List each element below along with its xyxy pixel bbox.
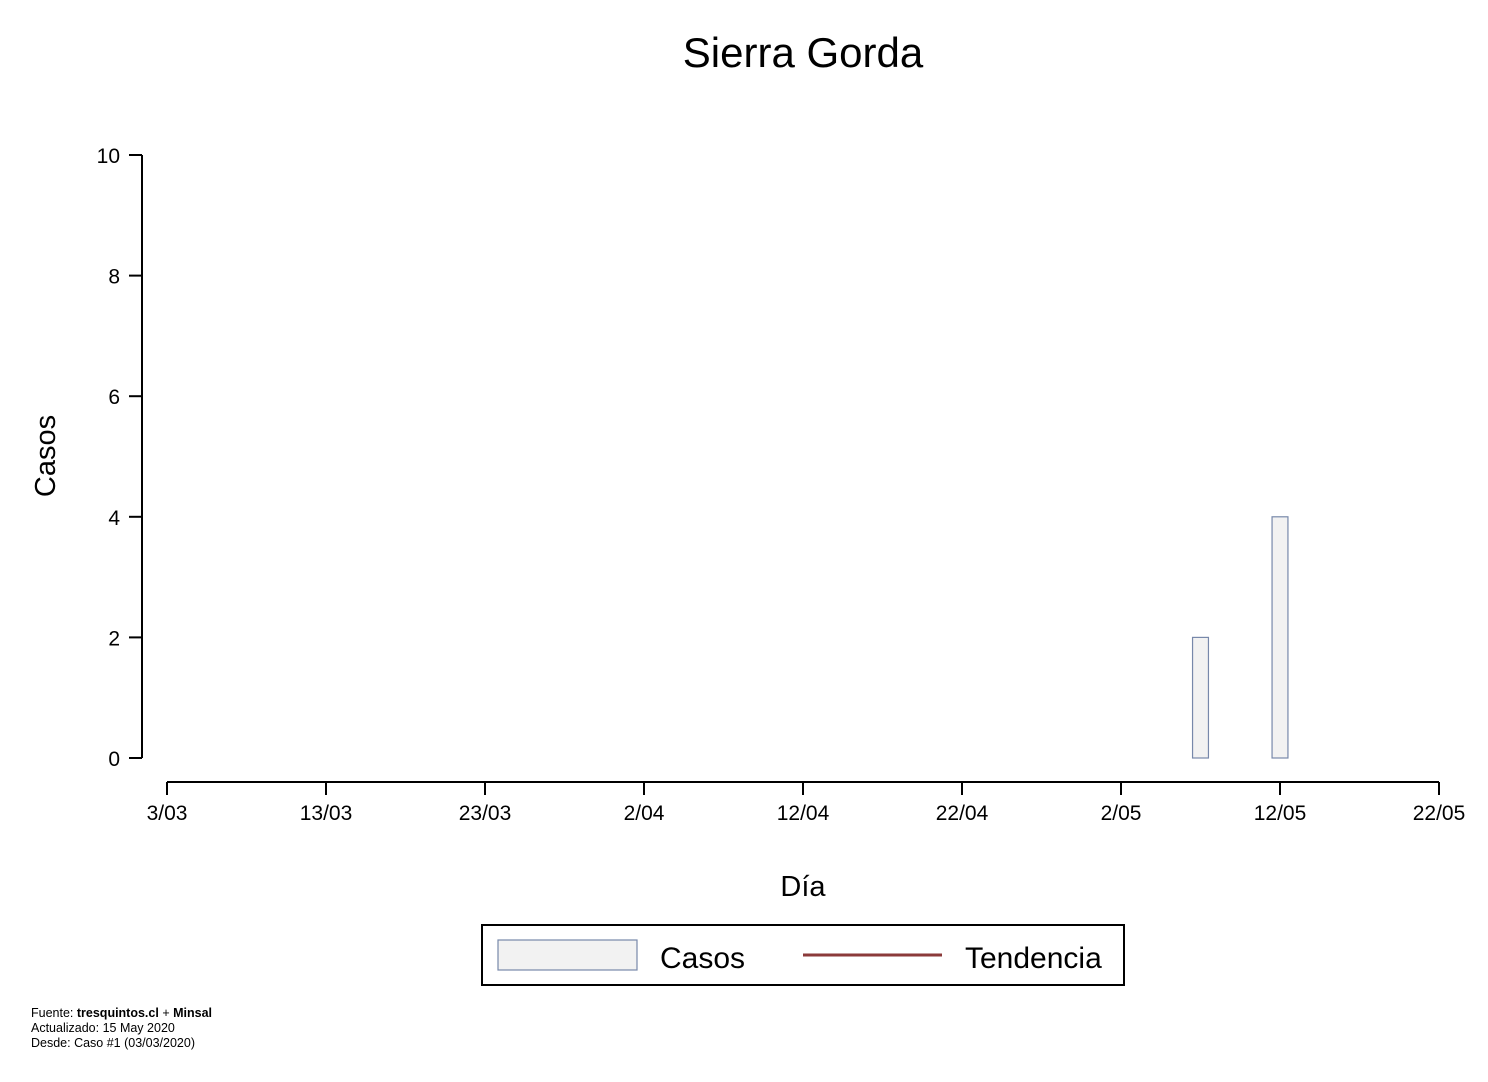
legend-swatch-casos xyxy=(497,939,638,971)
x-tick-label: 13/03 xyxy=(300,802,353,825)
bar-casos xyxy=(1191,636,1210,759)
x-tick-label: 2/04 xyxy=(624,802,665,825)
y-tick-label: 4 xyxy=(108,507,120,530)
source-link-tresquintos[interactable]: tresquintos.cl xyxy=(76,1006,159,1020)
legend: Casos Tendencia xyxy=(481,924,1125,986)
legend-label-casos: Casos xyxy=(660,942,745,975)
y-tick-label: 2 xyxy=(108,627,120,650)
x-axis: 3/03 13/03 23/03 2/04 12/04 22/04 2/05 12/05 22/… xyxy=(147,781,1466,825)
footer-updated: Actualizado: 15 May 2020 xyxy=(31,1021,175,1035)
legend-label-tendencia: Tendencia xyxy=(965,942,1102,975)
y-axis-label: Casos xyxy=(30,415,62,497)
x-tick-label: 12/04 xyxy=(777,802,830,825)
y-tick-label: 6 xyxy=(108,386,120,409)
y-axis: 0 2 4 6 8 10 xyxy=(97,145,143,771)
x-tick-label: 22/05 xyxy=(1413,802,1466,825)
chart-title: Sierra Gorda xyxy=(683,29,924,76)
x-axis-label: Día xyxy=(780,871,826,903)
x-tick-label: 22/04 xyxy=(936,802,989,825)
y-tick-label: 8 xyxy=(108,266,120,289)
footer-source: Fuente: tresquintos.cl + Minsal xyxy=(31,1006,212,1020)
x-tick-label: 3/03 xyxy=(147,802,188,825)
x-tick-label: 12/05 xyxy=(1254,802,1307,825)
x-tick-label: 23/03 xyxy=(459,802,512,825)
footer-since: Desde: Caso #1 (03/03/2020) xyxy=(31,1036,195,1050)
source-minsal: Minsal xyxy=(173,1006,212,1020)
bars xyxy=(1191,516,1289,759)
y-tick-label: 10 xyxy=(97,145,120,168)
x-tick-label: 2/05 xyxy=(1101,802,1142,825)
y-ticks: 0 2 4 6 8 10 xyxy=(97,145,142,771)
x-ticks: 3/03 13/03 23/03 2/04 12/04 22/04 2/05 12/05 22/… xyxy=(147,782,1466,825)
footer: Fuente: tresquintos.cl + Minsal Actualiz… xyxy=(31,1006,212,1051)
bar-casos xyxy=(1271,516,1289,759)
y-tick-label: 0 xyxy=(108,748,120,771)
